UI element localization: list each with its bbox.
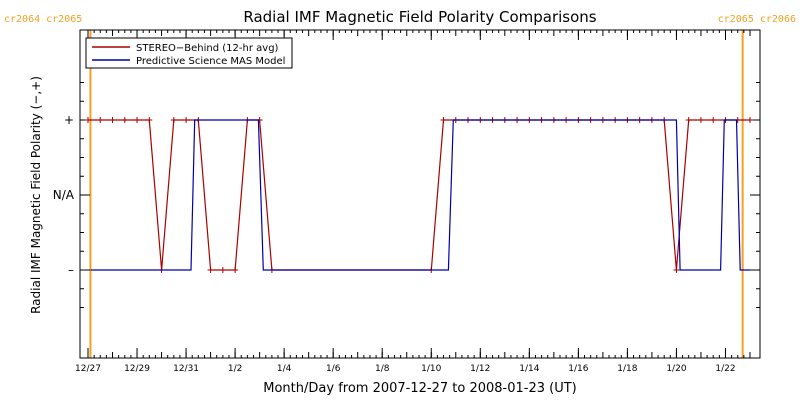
- data-point: [685, 117, 692, 123]
- carrington-label: cr2064 cr2065: [4, 14, 82, 25]
- series-line: [90, 119, 750, 271]
- data-point: [85, 117, 91, 123]
- plot-frame: [79, 29, 761, 359]
- series-line: [88, 119, 750, 271]
- data-point: [232, 267, 239, 273]
- x-tick-label: 1/10: [421, 364, 441, 374]
- axis-ticks: 12/27 12/29 12/31 1/2 1/4 1/6 1/8 1/10 1/12 1/14 1…: [53, 30, 760, 374]
- x-tick-label: 1/14: [519, 364, 539, 374]
- chart-title: Radial IMF Magnetic Field Polarity Compa…: [243, 8, 596, 26]
- carrington-markers: cr2064 cr2065 cr2065 cr2066: [4, 14, 796, 358]
- x-axis-label: Month/Day from 2007-12-27 to 2008-01-23 …: [263, 381, 576, 396]
- x-tick-label: 1/16: [568, 364, 588, 374]
- data-point: [697, 117, 704, 123]
- x-tick-label: 12/27: [75, 364, 101, 374]
- data-point: [97, 117, 104, 123]
- data-point: [183, 117, 190, 123]
- data-point: [109, 117, 116, 123]
- data-point: [440, 117, 447, 123]
- x-tick-label: 1/4: [277, 364, 292, 374]
- data-point: [121, 117, 128, 123]
- x-tick-label: 1/8: [375, 364, 390, 374]
- legend: STEREO−Behind (12-hr avg) Predictive Scie…: [85, 37, 293, 69]
- legend-label: Predictive Science MAS Model: [136, 56, 285, 67]
- data-point: [710, 117, 717, 123]
- y-axis-label: Radial IMF Magnetic Field Polarity (−,+): [29, 76, 43, 314]
- x-tick-label: 1/22: [715, 364, 735, 374]
- x-tick-label: 1/20: [666, 364, 686, 374]
- x-tick-label: 1/2: [228, 364, 242, 374]
- data-point: [170, 117, 177, 123]
- data-point: [219, 267, 226, 273]
- data-point: [747, 117, 753, 123]
- y-tick-label: N/A: [53, 188, 75, 202]
- data-series: [85, 117, 753, 273]
- x-tick-label: 1/6: [326, 364, 341, 374]
- x-tick-label: 12/31: [173, 364, 199, 374]
- x-tick-label: 1/12: [470, 364, 490, 374]
- x-tick-label: 1/18: [617, 364, 637, 374]
- data-point: [207, 267, 214, 273]
- y-tick-label: +: [64, 113, 74, 127]
- data-point: [673, 267, 680, 273]
- legend-box: [85, 37, 293, 69]
- carrington-label: cr2065 cr2066: [718, 14, 796, 25]
- data-point: [146, 117, 153, 123]
- legend-label: STEREO−Behind (12-hr avg): [136, 43, 279, 54]
- x-tick-label: 12/29: [124, 364, 150, 374]
- data-point: [134, 117, 141, 123]
- y-tick-label: –: [68, 263, 74, 277]
